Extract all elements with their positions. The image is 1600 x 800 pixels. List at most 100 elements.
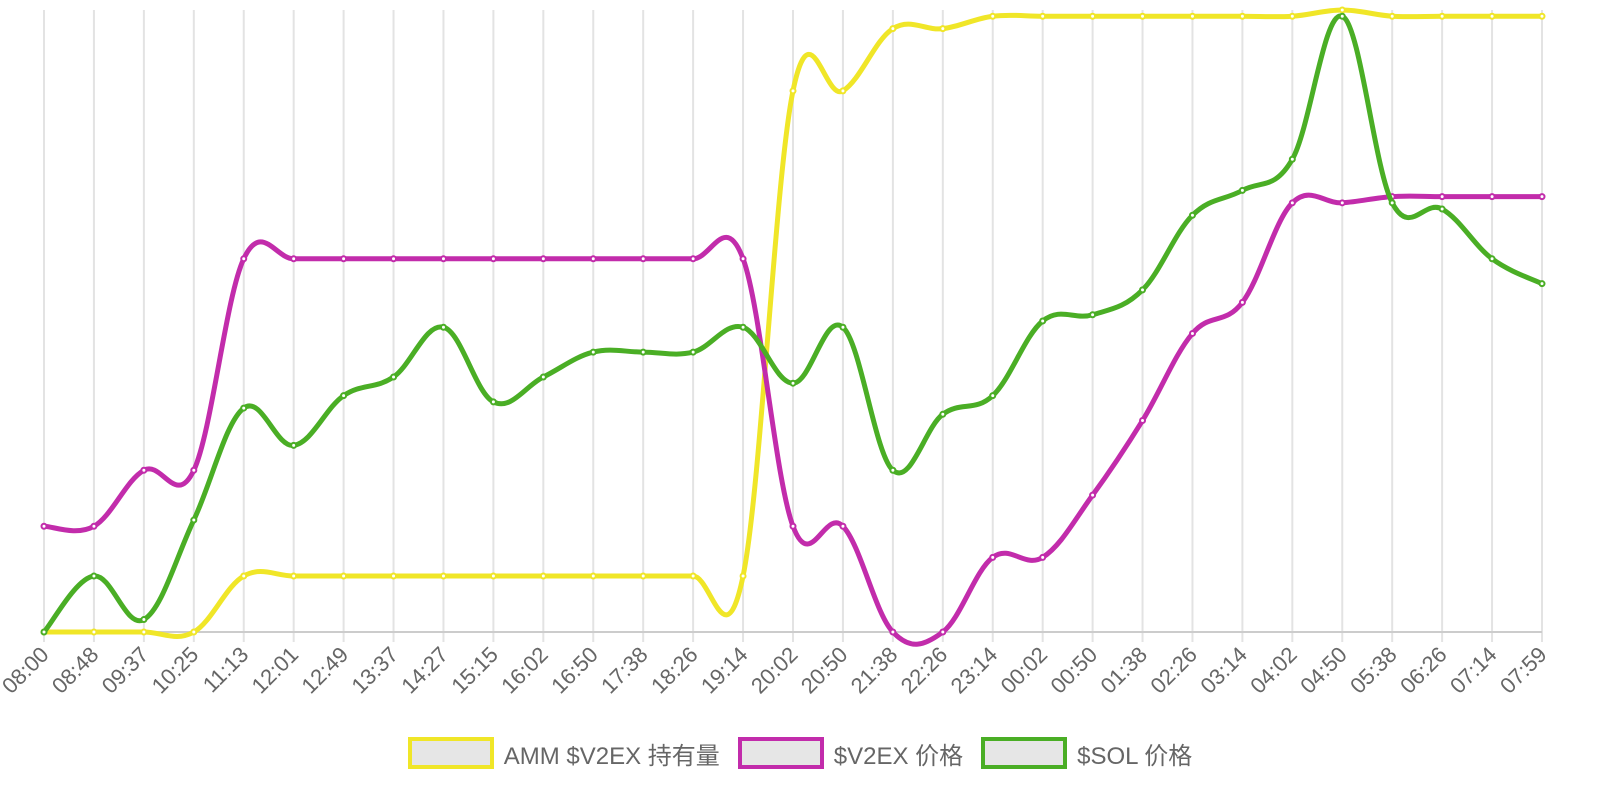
- data-point[interactable]: [539, 572, 547, 580]
- data-point[interactable]: [1089, 491, 1097, 499]
- data-point[interactable]: [140, 616, 148, 624]
- data-point[interactable]: [839, 87, 847, 95]
- data-point[interactable]: [589, 255, 597, 263]
- data-point[interactable]: [939, 25, 947, 33]
- legend-item-sol-price[interactable]: $SOL 价格: [981, 736, 1192, 771]
- data-point[interactable]: [989, 12, 997, 20]
- data-point[interactable]: [290, 255, 298, 263]
- data-point[interactable]: [1089, 12, 1097, 20]
- data-point[interactable]: [489, 255, 497, 263]
- data-point[interactable]: [789, 379, 797, 387]
- legend-label-sol-price: $SOL 价格: [1077, 742, 1193, 770]
- data-point[interactable]: [90, 572, 98, 580]
- data-point[interactable]: [1538, 280, 1546, 288]
- data-point[interactable]: [639, 255, 647, 263]
- data-point[interactable]: [889, 466, 897, 474]
- x-tick-label: 08:48: [47, 642, 104, 699]
- data-point[interactable]: [1388, 12, 1396, 20]
- data-point[interactable]: [1338, 12, 1346, 20]
- data-point[interactable]: [1089, 311, 1097, 319]
- data-point[interactable]: [1139, 417, 1147, 425]
- data-point[interactable]: [439, 255, 447, 263]
- data-point[interactable]: [190, 516, 198, 524]
- data-point[interactable]: [839, 522, 847, 530]
- data-point[interactable]: [390, 373, 398, 381]
- data-point[interactable]: [439, 323, 447, 331]
- data-point[interactable]: [390, 255, 398, 263]
- data-point[interactable]: [240, 572, 248, 580]
- x-tick-label: 09:37: [97, 642, 154, 699]
- data-point[interactable]: [140, 466, 148, 474]
- data-point[interactable]: [1238, 298, 1246, 306]
- data-point[interactable]: [989, 392, 997, 400]
- data-point[interactable]: [789, 87, 797, 95]
- data-point[interactable]: [340, 572, 348, 580]
- data-point[interactable]: [1238, 12, 1246, 20]
- data-point[interactable]: [1039, 317, 1047, 325]
- data-point[interactable]: [489, 572, 497, 580]
- data-point[interactable]: [439, 572, 447, 580]
- data-point[interactable]: [1438, 193, 1446, 201]
- data-point[interactable]: [190, 466, 198, 474]
- data-point[interactable]: [1488, 255, 1496, 263]
- data-point[interactable]: [1388, 199, 1396, 207]
- data-point[interactable]: [789, 522, 797, 530]
- data-point[interactable]: [839, 323, 847, 331]
- data-point[interactable]: [1039, 553, 1047, 561]
- data-point[interactable]: [1238, 186, 1246, 194]
- data-point[interactable]: [1488, 12, 1496, 20]
- data-point[interactable]: [90, 522, 98, 530]
- data-point[interactable]: [40, 628, 48, 636]
- data-point[interactable]: [1338, 6, 1346, 14]
- data-point[interactable]: [589, 572, 597, 580]
- data-point[interactable]: [889, 628, 897, 636]
- data-point[interactable]: [290, 441, 298, 449]
- data-point[interactable]: [639, 348, 647, 356]
- data-point[interactable]: [639, 572, 647, 580]
- x-tick-label: 00:50: [1046, 642, 1103, 699]
- data-point[interactable]: [889, 25, 897, 33]
- data-point[interactable]: [1188, 211, 1196, 219]
- data-point[interactable]: [40, 522, 48, 530]
- data-point[interactable]: [739, 255, 747, 263]
- data-point[interactable]: [739, 323, 747, 331]
- data-point[interactable]: [1538, 193, 1546, 201]
- x-tick-label: 01:38: [1095, 642, 1152, 699]
- data-point[interactable]: [1288, 199, 1296, 207]
- legend-item-v2ex-price[interactable]: $V2EX 价格: [737, 736, 963, 771]
- data-point[interactable]: [190, 628, 198, 636]
- data-point[interactable]: [90, 628, 98, 636]
- data-point[interactable]: [739, 572, 747, 580]
- data-point[interactable]: [240, 255, 248, 263]
- data-point[interactable]: [1488, 193, 1496, 201]
- data-point[interactable]: [340, 392, 348, 400]
- data-point[interactable]: [140, 628, 148, 636]
- data-point[interactable]: [689, 255, 697, 263]
- data-point[interactable]: [689, 348, 697, 356]
- data-point[interactable]: [1438, 12, 1446, 20]
- data-point[interactable]: [939, 410, 947, 418]
- vertical-grid-lines: [43, 10, 1543, 642]
- legend-item-amm-holdings[interactable]: AMM $V2EX 持有量: [407, 736, 720, 771]
- data-point[interactable]: [489, 398, 497, 406]
- data-point[interactable]: [1188, 12, 1196, 20]
- data-point[interactable]: [1188, 329, 1196, 337]
- data-point[interactable]: [1039, 12, 1047, 20]
- data-point[interactable]: [689, 572, 697, 580]
- data-point[interactable]: [1139, 286, 1147, 294]
- data-point[interactable]: [1538, 12, 1546, 20]
- data-point[interactable]: [1288, 155, 1296, 163]
- data-point[interactable]: [1338, 199, 1346, 207]
- data-point[interactable]: [1438, 205, 1446, 213]
- data-point[interactable]: [340, 255, 348, 263]
- data-point[interactable]: [240, 404, 248, 412]
- data-point[interactable]: [1288, 12, 1296, 20]
- data-point[interactable]: [290, 572, 298, 580]
- data-point[interactable]: [1139, 12, 1147, 20]
- data-point[interactable]: [939, 628, 947, 636]
- data-point[interactable]: [989, 553, 997, 561]
- data-point[interactable]: [390, 572, 398, 580]
- data-point[interactable]: [589, 348, 597, 356]
- data-point[interactable]: [539, 373, 547, 381]
- data-point[interactable]: [539, 255, 547, 263]
